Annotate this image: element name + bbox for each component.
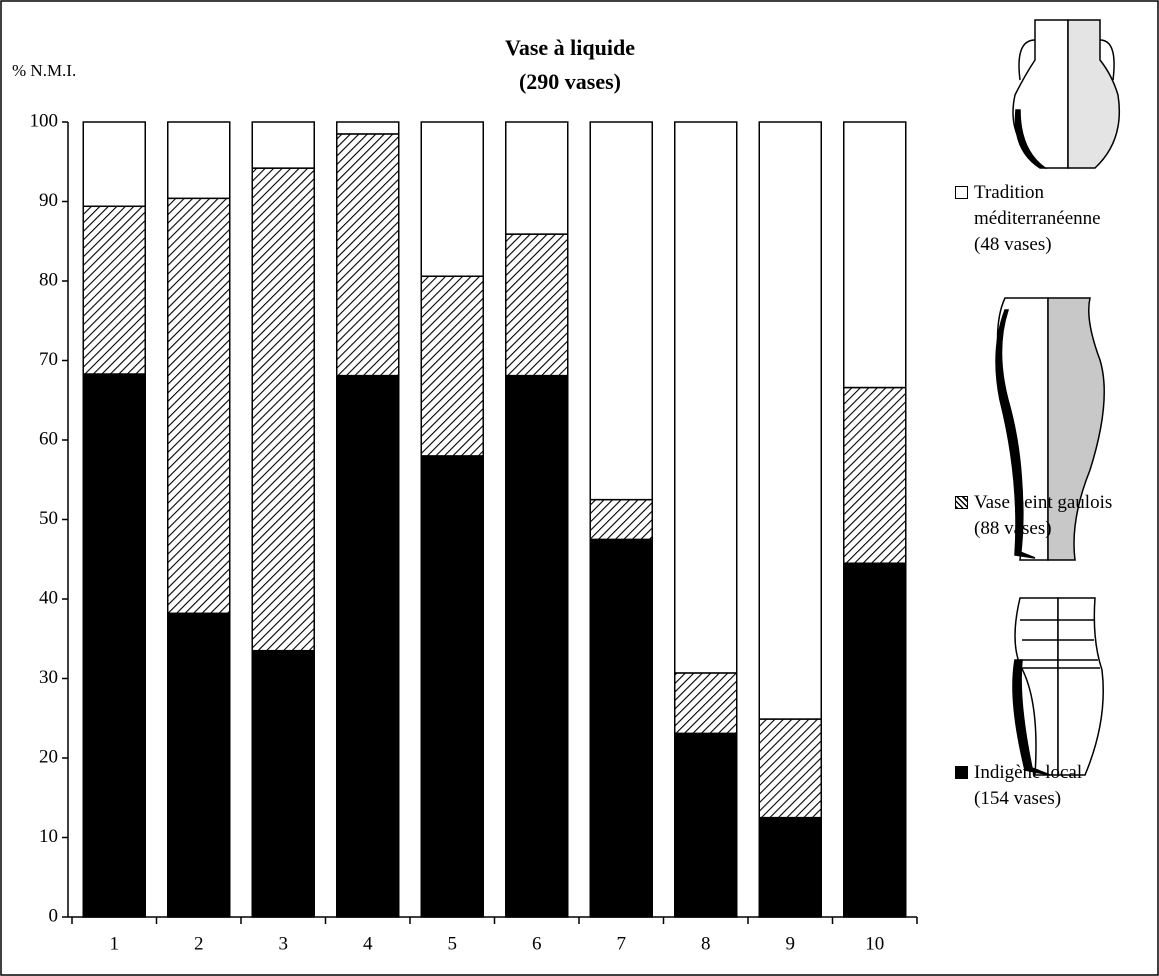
bar-segment xyxy=(82,205,146,375)
bar-segment xyxy=(674,121,738,674)
bar-segment xyxy=(589,538,653,918)
legend-item: Tradition méditerranéenne (48 vases) xyxy=(955,180,1155,258)
bar-segment xyxy=(167,197,231,615)
legend-swatch xyxy=(955,766,968,779)
y-tick-label: 50 xyxy=(39,508,58,529)
y-tick-label: 20 xyxy=(39,746,58,767)
bar-segment xyxy=(843,562,907,918)
bar-segment xyxy=(674,672,738,735)
bar-segment xyxy=(251,167,315,652)
legend-text: Indigène local (154 vases) xyxy=(974,760,1154,812)
bar-segment xyxy=(336,374,400,918)
x-tick-label: 6 xyxy=(532,933,542,954)
x-tick-label: 5 xyxy=(448,933,458,954)
y-tick-label: 60 xyxy=(39,428,58,449)
y-tick-label: 90 xyxy=(39,190,58,211)
y-tick-label: 0 xyxy=(49,905,59,926)
y-tick-label: 30 xyxy=(39,667,58,688)
x-tick-label: 7 xyxy=(617,933,627,954)
bar-segment xyxy=(251,649,315,918)
y-tick-label: 80 xyxy=(39,269,58,290)
legend-item: Indigène local (154 vases) xyxy=(955,760,1155,812)
legend-text: Tradition méditerranéenne (48 vases) xyxy=(974,180,1154,258)
x-tick-label: 9 xyxy=(786,933,796,954)
legend-count: (154 vases) xyxy=(974,788,1062,809)
legend-text: Vase peint gaulois (88 vases) xyxy=(974,490,1154,542)
bar-segment xyxy=(505,374,569,918)
bar-segment xyxy=(674,732,738,918)
bar-segment xyxy=(251,121,315,169)
y-tick-label: 70 xyxy=(39,349,58,370)
bar-segment xyxy=(589,498,653,541)
bar-segment xyxy=(82,373,146,918)
y-tick-label: 100 xyxy=(30,110,59,131)
legend-label: Vase peint gaulois xyxy=(974,492,1113,513)
bar-segment xyxy=(505,121,569,235)
bar-segment xyxy=(420,121,484,277)
x-tick-label: 1 xyxy=(110,933,120,954)
chart-subtitle: (290 vases) xyxy=(519,69,621,94)
bar-segment xyxy=(758,816,822,918)
x-tick-label: 2 xyxy=(194,933,204,954)
bar-segment xyxy=(843,121,907,389)
legend-count: (48 vases) xyxy=(974,234,1052,255)
vase-illustration xyxy=(995,19,1121,776)
bar-segment xyxy=(758,718,822,819)
bar-segment xyxy=(167,612,231,918)
legend-label: Indigène local xyxy=(974,762,1083,783)
bar-segment xyxy=(336,121,400,135)
legend-swatch xyxy=(955,496,968,509)
bar-segment xyxy=(589,121,653,501)
legend-count: (88 vases) xyxy=(974,518,1052,539)
bar-segment xyxy=(758,121,822,720)
x-tick-label: 10 xyxy=(865,933,884,954)
legend-swatch xyxy=(955,186,968,199)
chart-title: Vase à liquide xyxy=(505,35,635,60)
y-axis-label: % N.M.I. xyxy=(12,61,76,80)
x-tick-label: 4 xyxy=(363,933,373,954)
bar-segment xyxy=(420,455,484,918)
y-tick-label: 40 xyxy=(39,587,58,608)
x-tick-label: 8 xyxy=(701,933,711,954)
legend-item: Vase peint gaulois (88 vases) xyxy=(955,490,1155,542)
bar-segment xyxy=(167,121,231,200)
bar-segment xyxy=(82,121,146,208)
bar-segment xyxy=(505,233,569,377)
bar-segment xyxy=(843,386,907,564)
y-tick-label: 10 xyxy=(39,826,58,847)
bar-segment xyxy=(420,275,484,457)
x-tick-label: 3 xyxy=(279,933,289,954)
legend-label: Tradition méditerranéenne xyxy=(974,182,1101,229)
bar-segment xyxy=(336,133,400,377)
